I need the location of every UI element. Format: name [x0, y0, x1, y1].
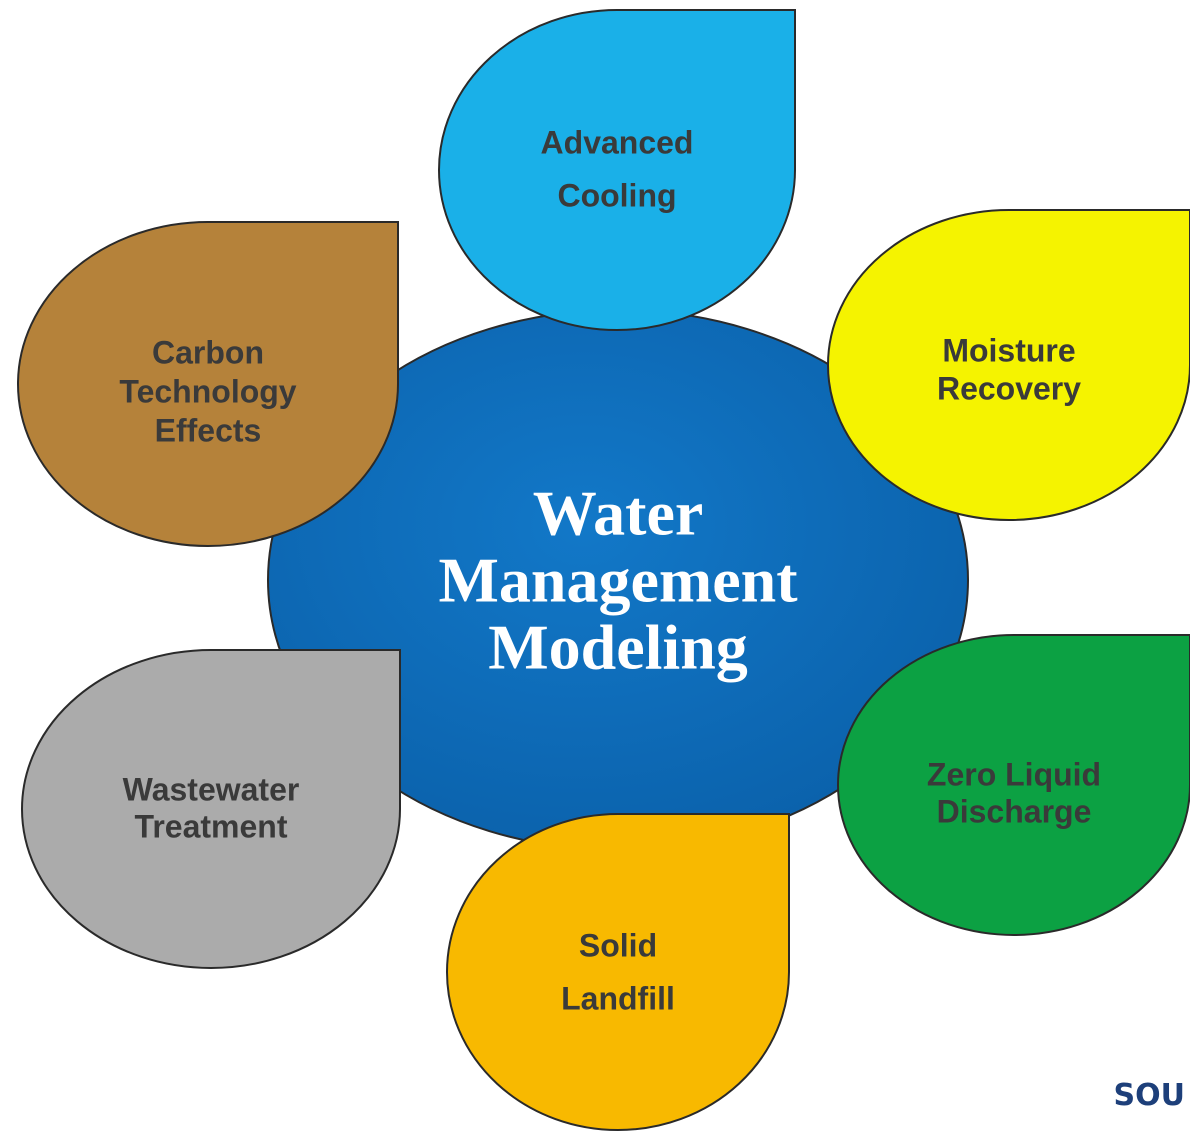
node-label: Recovery — [937, 370, 1081, 406]
node-label: Solid — [579, 927, 657, 963]
node-label: Treatment — [135, 808, 288, 844]
node-label: Zero Liquid — [927, 756, 1101, 792]
node-label: Landfill — [561, 980, 675, 1016]
center-label: Modeling — [488, 612, 748, 683]
node-label: Effects — [155, 412, 262, 448]
node-label: Cooling — [557, 177, 676, 213]
drop-shape — [438, 9, 796, 331]
node-label: Moisture — [942, 332, 1075, 368]
node-label: Wastewater — [123, 771, 300, 807]
center-label: Management — [438, 545, 798, 616]
drop-shape — [827, 209, 1190, 521]
drop-shape — [837, 634, 1190, 936]
node-label: Carbon — [152, 334, 264, 370]
node-label: Advanced — [541, 124, 694, 160]
drop-shape — [17, 221, 399, 547]
drop-shape — [446, 813, 790, 1131]
center-label: Water — [533, 478, 704, 549]
drop-shape — [21, 649, 401, 969]
node-label: Discharge — [937, 793, 1092, 829]
footer-text: SOU — [1114, 1078, 1185, 1113]
node-label: Technology — [119, 373, 296, 409]
